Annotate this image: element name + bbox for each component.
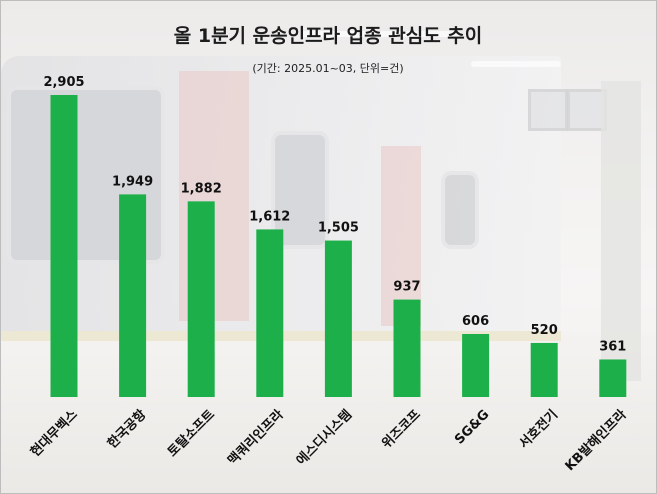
value-label-7: 520 <box>531 323 558 338</box>
ceiling-light <box>301 31 461 37</box>
train-window <box>271 131 329 249</box>
bar-1 <box>119 194 147 397</box>
value-label-1: 1,949 <box>112 174 153 189</box>
category-label-2: 토탈소프트 <box>165 407 218 460</box>
platform-sign <box>528 89 568 131</box>
bar-4 <box>324 240 352 397</box>
value-label-6: 606 <box>462 314 489 329</box>
category-label-6: SG&G <box>452 407 492 447</box>
train-window <box>441 171 479 249</box>
category-label-8: KB발해인프라 <box>562 406 630 474</box>
bar-2 <box>187 201 215 397</box>
chart-subtitle: (기간: 2025.01~03, 단위=건) <box>252 62 403 75</box>
value-label-2: 1,882 <box>181 181 222 196</box>
category-label-0: 현대무벡스 <box>27 406 81 460</box>
category-label-7: 서호전기 <box>516 407 561 452</box>
bar-0 <box>50 95 78 397</box>
bar-3 <box>256 229 284 397</box>
bar-6 <box>462 334 490 397</box>
chart-title: 올 1분기 운송인프라 업종 관심도 추이 <box>174 25 483 47</box>
category-label-1: 한국공항 <box>104 406 149 451</box>
category-label-4: 에스디시스템 <box>293 407 355 469</box>
category-labels-group: 현대무벡스 한국공항 토탈소프트 맥쿼리인프라 에스디시스템 위즈코프 SG&G 서호전기 KB… <box>27 406 629 474</box>
value-label-8: 361 <box>599 339 626 354</box>
bar-7 <box>530 342 558 397</box>
bars-group <box>50 95 627 397</box>
platform-pillar <box>601 81 641 381</box>
bar-5 <box>393 299 421 397</box>
value-label-4: 1,505 <box>318 221 359 236</box>
category-label-3: 맥쿼리인프라 <box>225 406 287 468</box>
bar-8 <box>599 359 627 397</box>
value-labels-group: 2,905 1,949 1,882 1,612 1,505 937 606 520 361 <box>43 75 626 354</box>
value-label-5: 937 <box>393 280 420 295</box>
ceiling-light <box>471 61 561 67</box>
value-label-3: 1,612 <box>249 209 290 224</box>
train-door <box>381 146 421 326</box>
value-label-0: 2,905 <box>43 75 84 90</box>
category-label-5: 위즈코프 <box>379 407 423 451</box>
